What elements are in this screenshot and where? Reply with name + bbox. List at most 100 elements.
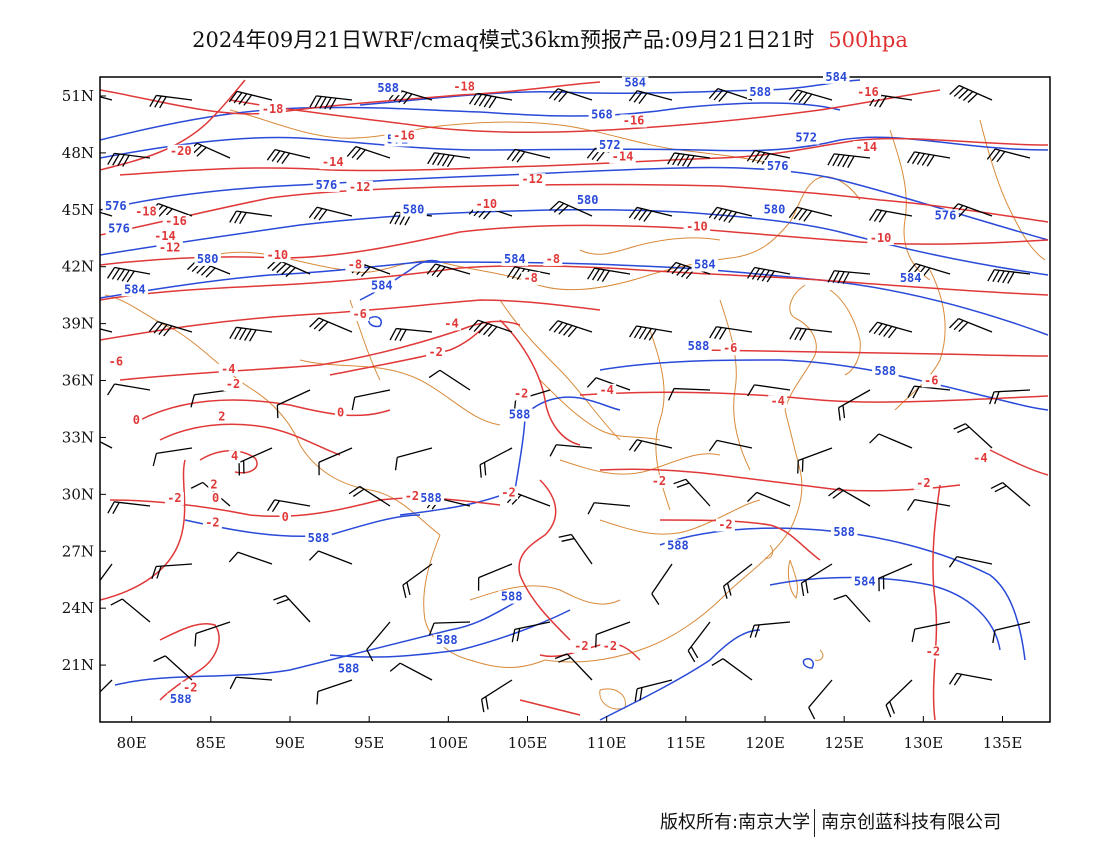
wind-barb xyxy=(549,444,593,457)
temperature-contour-label-background xyxy=(426,345,446,359)
temperature-contour-label: -8 xyxy=(348,258,362,272)
height-contour-label-background xyxy=(305,531,332,545)
hainan-outline xyxy=(599,688,626,710)
x-tick-label: 135E xyxy=(983,734,1023,752)
temperature-contour-label-background xyxy=(164,491,184,505)
wind-barb xyxy=(711,658,753,681)
height-contour-label-background xyxy=(400,203,427,217)
wind-barb xyxy=(837,389,871,421)
wind-barb xyxy=(394,447,433,471)
height-contour-label: 588 xyxy=(874,364,896,378)
wind-barb xyxy=(308,206,353,221)
temp-contour-minus2-s2 xyxy=(519,699,581,716)
temperature-contour-label: -4 xyxy=(973,451,987,465)
wind-barb xyxy=(238,447,273,476)
pressure-level-label: 500hpa xyxy=(828,28,908,52)
temperature-contour-label-background xyxy=(519,173,546,187)
wind-barb xyxy=(789,327,833,341)
temperature-contour-label-background xyxy=(259,103,286,117)
height-contour-label-background xyxy=(685,340,712,354)
height-contour-label: 580 xyxy=(197,252,219,266)
temp-contour-minus4-se xyxy=(989,449,1049,476)
y-tick-label: 24N xyxy=(62,599,94,617)
height-contour-label: 576 xyxy=(767,159,789,173)
temperature-contour-label: -14 xyxy=(154,229,176,243)
wind-barb xyxy=(100,430,113,449)
temperature-contour-label-background xyxy=(216,410,228,424)
height-contour-label: 588 xyxy=(501,590,523,604)
temperature-contour-label: -4 xyxy=(599,383,613,397)
temp-contour-0 xyxy=(139,399,391,421)
x-tick-label: 105E xyxy=(508,734,548,752)
temperature-contour-label: 2 xyxy=(210,478,217,492)
wind-barb xyxy=(673,478,711,507)
height-contour-label: 584 xyxy=(854,574,876,588)
temperature-contour-label-background xyxy=(597,383,617,397)
temp-contour-minus4-east xyxy=(579,391,1049,403)
wind-barb xyxy=(628,90,673,104)
height-contour-label: 576 xyxy=(105,199,127,213)
temperature-contour-label: -10 xyxy=(686,220,708,234)
wind-barb xyxy=(151,563,193,580)
x-tick-label: 130E xyxy=(904,734,944,752)
x-tick-label: 110E xyxy=(587,734,627,752)
height-contour-label: 584 xyxy=(825,70,847,84)
height-contour-label-background xyxy=(102,199,130,213)
temperature-contour-label-background xyxy=(390,129,418,143)
height-contour-label-background xyxy=(664,539,692,553)
height-contour-label-background xyxy=(851,575,878,589)
wind-barb xyxy=(651,563,673,606)
temperature-contour-label: -14 xyxy=(322,155,344,169)
wind-barb xyxy=(511,621,551,643)
wind-barb xyxy=(194,621,231,647)
height-contour-label-background xyxy=(501,252,529,266)
height-contour-label-background xyxy=(761,203,788,217)
height-contour-label-background xyxy=(433,634,460,648)
temperature-contour-label: -16 xyxy=(857,85,879,99)
temperature-contour-label-background xyxy=(202,516,222,530)
height-contour-label-background xyxy=(872,364,899,378)
province-border-11 xyxy=(889,129,931,281)
temperature-contour-label: 2 xyxy=(218,409,225,423)
wind-barb xyxy=(949,84,993,103)
wind-barb xyxy=(346,145,391,161)
temp-contour-minus2-f xyxy=(599,468,961,492)
province-border-12 xyxy=(979,119,1046,261)
wind-barb xyxy=(190,389,231,408)
temperature-contour-label: -10 xyxy=(870,231,892,245)
temperature-contour-label-background xyxy=(162,214,190,228)
temperature-contour-label-background xyxy=(350,307,370,321)
height-contour-label: 572 xyxy=(599,138,621,152)
x-tick-label: 120E xyxy=(745,734,785,752)
wind-barb xyxy=(948,672,993,686)
province-border-1 xyxy=(299,359,501,426)
wind-barb xyxy=(708,87,753,103)
wind-barb xyxy=(107,152,151,167)
wind-barb xyxy=(949,317,993,333)
temperature-contour-label: -18 xyxy=(453,79,475,93)
height-contour-label: 576 xyxy=(108,222,130,236)
wind-barb xyxy=(548,88,593,103)
wind-barb xyxy=(309,317,353,333)
temperature-contour-label: -16 xyxy=(393,129,415,143)
wind-barb xyxy=(628,439,673,452)
wind-barb xyxy=(827,153,871,168)
wind-barb xyxy=(878,563,913,592)
temperature-contour-label-background xyxy=(921,374,941,388)
height-contour-label-background xyxy=(194,252,221,266)
temperature-contour-label: -8 xyxy=(523,271,537,285)
wind-barb xyxy=(187,142,231,159)
height-contour-label: 572 xyxy=(795,131,817,145)
height-contour-label: 580 xyxy=(403,203,425,217)
copyright-footer: 版权所有:南京大学 南京创蓝科技有限公司 xyxy=(660,808,1001,837)
copyright-left: 版权所有:南京大学 xyxy=(660,812,811,833)
wind-barb xyxy=(477,563,513,591)
wind-barb xyxy=(318,447,353,476)
wind-barb xyxy=(548,320,593,338)
temp-contour-minus2-s1 xyxy=(539,643,641,661)
province-border-9 xyxy=(539,379,661,441)
wind-barb xyxy=(389,327,433,342)
height-contour-label: 588 xyxy=(688,339,710,353)
wind-barb xyxy=(708,439,753,452)
